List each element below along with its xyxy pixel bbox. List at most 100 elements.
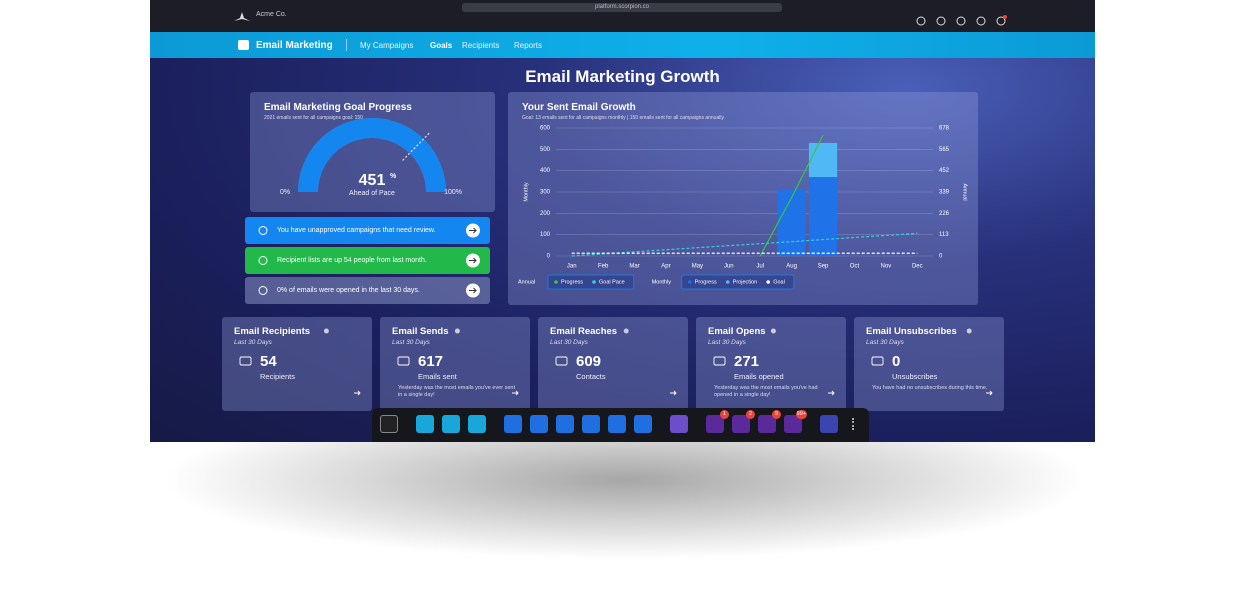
stat-period: Last 30 Days	[234, 339, 272, 346]
nav-icon	[238, 40, 249, 50]
stat-note: You have had no unsubscribes during this…	[872, 385, 988, 391]
arrow	[986, 390, 993, 396]
y-tick-label: 300	[540, 190, 551, 196]
card-subtitle: 2021 emails sent for all campaigns goal:…	[264, 115, 363, 121]
info-icon	[770, 328, 776, 334]
stat-card[interactable]: Email Opens Last 30 Days 271 Emails opened Y…	[696, 317, 846, 411]
y-tick-label: 600	[540, 126, 551, 132]
alert-icons	[258, 223, 480, 238]
stat-icon	[397, 356, 410, 366]
toolbar-icons[interactable]	[915, 15, 1015, 29]
url-bar[interactable]: platform.scorpion.co	[462, 3, 782, 12]
dock-icon[interactable]	[582, 415, 600, 433]
chart: 0 100 200 300 400 500 600 0 113 226 339 452 565 678 Mo…	[518, 126, 968, 290]
dock-icon[interactable]	[380, 415, 398, 433]
card-title: Email Marketing Goal Progress	[264, 102, 412, 113]
badge: 9	[772, 410, 781, 419]
dock-icon[interactable]	[530, 415, 548, 433]
stat-card[interactable]: Email Recipients Last 30 Days 54 Recipients	[222, 317, 372, 411]
y-axis-label: Monthly	[523, 182, 529, 202]
stat-title: Email Recipients	[234, 326, 311, 337]
alert[interactable]: You have unapproved campaigns that need …	[245, 217, 490, 244]
alert-icon	[258, 226, 268, 235]
x-tick-label: Mar	[629, 264, 639, 270]
info-icon	[323, 328, 329, 334]
dock-icon[interactable]: 1	[706, 410, 729, 433]
legend-label: Goal Pace	[599, 279, 625, 285]
stat-label: Recipients	[260, 372, 296, 381]
alert-icons	[258, 283, 480, 298]
y2-tick-label: 113	[939, 232, 949, 238]
dock-icon[interactable]	[416, 415, 434, 433]
stat-value: 609	[576, 353, 602, 370]
chart-title: Your Sent Email Growth	[522, 102, 636, 113]
dock-icon[interactable]	[608, 415, 626, 433]
stat-icons	[397, 328, 519, 396]
alert-icons	[258, 253, 480, 268]
dock-icon[interactable]	[820, 415, 838, 433]
arrow	[670, 390, 677, 396]
alert-text: Recipient lists are up 54 people from la…	[277, 257, 427, 264]
dock-icon[interactable]	[634, 415, 652, 433]
stat-icons	[713, 328, 835, 396]
dock-icon[interactable]	[670, 415, 688, 433]
dock-icon[interactable]	[556, 415, 574, 433]
dock-icon[interactable]	[468, 415, 486, 433]
alert-icon	[258, 286, 268, 295]
x-tick-label: Dec	[912, 264, 923, 270]
badge: 99+	[795, 410, 807, 419]
alert-icon	[258, 256, 268, 265]
nav-link[interactable]: Reports	[514, 41, 543, 50]
stat-icon	[239, 356, 252, 366]
y-tick-label: 100	[540, 232, 551, 238]
stat-value: 54	[260, 353, 277, 370]
dock-icon[interactable]	[504, 415, 522, 433]
stat-icons	[239, 328, 361, 396]
info-icon	[623, 328, 629, 334]
stat-label: Emails sent	[418, 372, 457, 381]
stat-period: Last 30 Days	[708, 339, 746, 346]
y-tick-label: 400	[540, 168, 551, 174]
x-tick-label: Nov	[881, 264, 892, 270]
stat-icon	[713, 356, 726, 366]
nav-link[interactable]: Recipients	[462, 41, 500, 50]
stat-card[interactable]: Email Reaches Last 30 Days 609 Contacts	[538, 317, 688, 411]
arrow	[512, 390, 519, 396]
stat-note: Yesterday was the most emails you've eve…	[398, 385, 516, 398]
legend-swatch	[687, 280, 692, 284]
stat-card[interactable]: Email Sends Last 30 Days 617 Emails sent Yes…	[380, 317, 530, 411]
x-tick-label: Jan	[567, 264, 577, 270]
stat-value: 0	[892, 353, 901, 370]
bar	[808, 177, 838, 256]
dock-icon[interactable]: 9	[758, 410, 781, 433]
chart-subtitle: Goal: 13 emails sent for all campaigns m…	[522, 115, 724, 121]
stat-card[interactable]: Email Unsubscribes Last 30 Days 0 Unsubscri…	[854, 317, 1004, 411]
stat-icon	[555, 356, 568, 366]
alert[interactable]: 0% of emails were opened in the last 30 …	[245, 277, 490, 304]
badge: 1	[720, 410, 729, 419]
y-tick-label: 500	[540, 147, 551, 153]
alert-text: 0% of emails were opened in the last 30 …	[277, 287, 420, 294]
badge: 2	[746, 410, 755, 419]
stat-period: Last 30 Days	[866, 339, 904, 346]
gauge-max: 100%	[444, 189, 462, 196]
stat-period: Last 30 Days	[392, 339, 430, 346]
dock-icon[interactable]: 99+	[784, 410, 807, 433]
y2-tick-label: 0	[939, 254, 943, 260]
series-line	[759, 134, 824, 257]
dock-icon[interactable]	[442, 415, 460, 433]
info-icon	[966, 328, 972, 334]
dock-icon[interactable]: 2	[732, 410, 755, 433]
nav-link[interactable]: My Campaigns	[360, 41, 414, 50]
legend-label: Progress	[561, 279, 583, 285]
stat-label: Contacts	[576, 372, 606, 381]
legend-group-label: Monthly	[652, 279, 672, 285]
nav-link[interactable]: Goals	[430, 41, 453, 50]
y2-tick-label: 565	[939, 147, 950, 153]
x-tick-label: Aug	[786, 264, 797, 270]
page-title: Email Marketing Growth	[525, 67, 720, 86]
x-tick-label: Sep	[818, 264, 829, 270]
alert[interactable]: Recipient lists are up 54 people from la…	[245, 247, 490, 274]
gauge-unit: %	[390, 173, 397, 180]
